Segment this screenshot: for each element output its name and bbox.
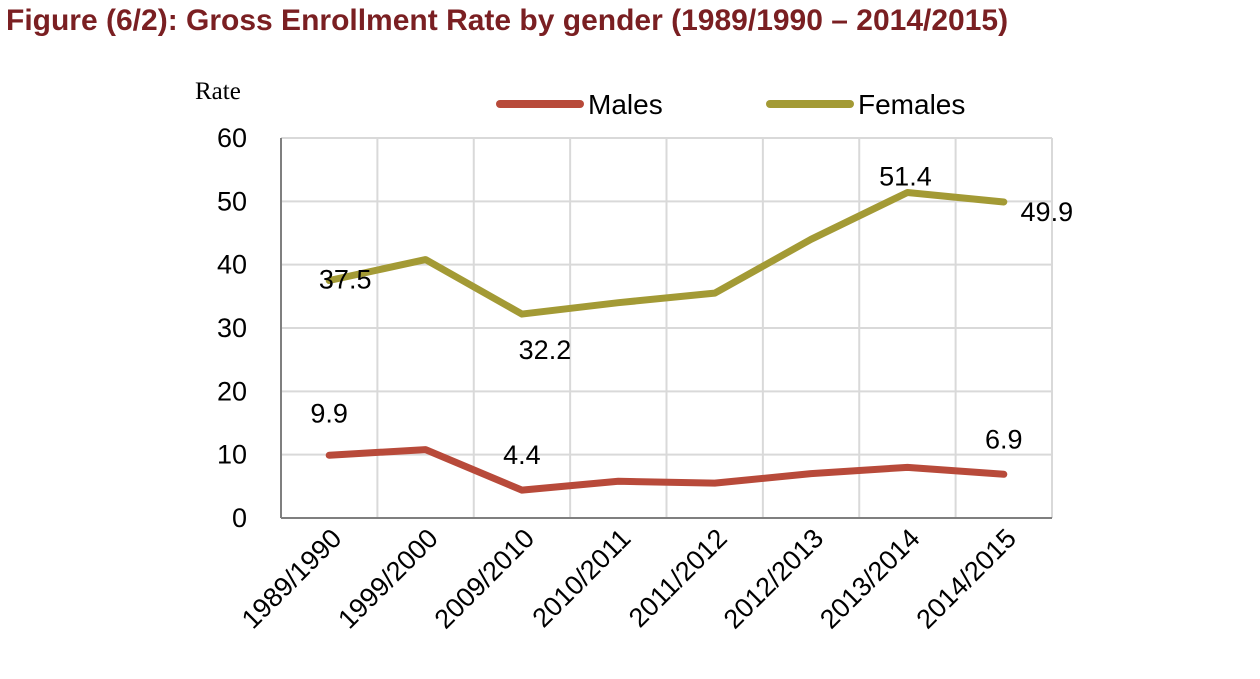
- x-tick-label: 1989/1990: [236, 523, 347, 634]
- series-line-males: [325, 446, 1008, 494]
- data-label: 51.4: [879, 161, 932, 191]
- data-point: [904, 189, 911, 196]
- data-label: 4.4: [503, 440, 541, 470]
- x-tick-label: 2009/2010: [429, 523, 540, 634]
- data-label: 37.5: [319, 265, 372, 295]
- y-tick-label: 10: [217, 440, 247, 470]
- x-tick-label: 1999/2000: [332, 523, 443, 634]
- data-point: [422, 446, 429, 453]
- y-tick-label: 40: [217, 250, 247, 280]
- x-tick-label: 2010/2011: [527, 523, 637, 633]
- data-point: [615, 299, 622, 306]
- y-tick-label: 50: [217, 186, 247, 216]
- gridlines: [280, 137, 1053, 518]
- data-point: [615, 478, 622, 485]
- chart-title: Figure (6/2): Gross Enrollment Rate by g…: [6, 4, 1009, 37]
- y-tick-label: 60: [217, 123, 247, 153]
- legend-label: Males: [588, 89, 663, 120]
- data-point: [904, 464, 911, 471]
- data-point: [518, 487, 525, 494]
- data-point: [808, 236, 815, 243]
- y-axis-title: Rate: [195, 78, 241, 105]
- y-tick-label: 0: [232, 503, 247, 533]
- data-label: 32.2: [519, 335, 572, 365]
- x-tick-label: 2014/2015: [911, 523, 1022, 634]
- data-point: [1000, 198, 1007, 205]
- y-tick-label: 30: [217, 313, 247, 343]
- data-point: [422, 256, 429, 263]
- series-line-females: [325, 188, 1008, 318]
- x-tick-label: 2012/2013: [718, 523, 829, 634]
- data-point: [518, 311, 525, 318]
- x-tick-label: 2011/2012: [623, 523, 733, 633]
- data-label: 49.9: [1021, 197, 1074, 227]
- data-label: 9.9: [310, 398, 348, 428]
- data-label: 6.9: [985, 424, 1023, 454]
- data-point: [711, 290, 718, 297]
- data-labels: 9.9 4.4 6.9 37.5 32.2 51.4 49.9: [310, 161, 1073, 470]
- data-point: [1000, 471, 1007, 478]
- y-tick-label: 20: [217, 376, 247, 406]
- data-point: [326, 277, 333, 284]
- series-layer: [325, 188, 1008, 494]
- data-point: [711, 480, 718, 487]
- x-tick-label: 2013/2014: [814, 523, 925, 634]
- data-point: [326, 452, 333, 459]
- legend-label: Females: [858, 89, 965, 120]
- legend: Males Females: [496, 89, 965, 120]
- data-point: [808, 470, 815, 477]
